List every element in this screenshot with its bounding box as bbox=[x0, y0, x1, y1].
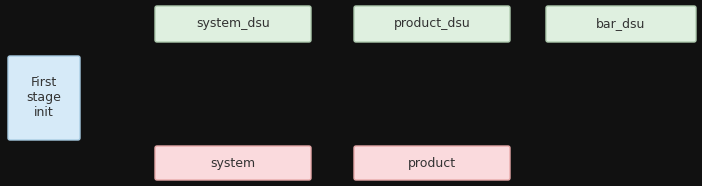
FancyBboxPatch shape bbox=[8, 56, 80, 140]
FancyBboxPatch shape bbox=[354, 6, 510, 42]
FancyBboxPatch shape bbox=[354, 146, 510, 180]
FancyBboxPatch shape bbox=[155, 146, 311, 180]
Text: system: system bbox=[211, 156, 256, 169]
Text: product: product bbox=[408, 156, 456, 169]
FancyBboxPatch shape bbox=[546, 6, 696, 42]
Text: First
stage
init: First stage init bbox=[27, 76, 62, 119]
FancyBboxPatch shape bbox=[155, 6, 311, 42]
Text: bar_dsu: bar_dsu bbox=[596, 17, 646, 31]
Text: product_dsu: product_dsu bbox=[394, 17, 470, 31]
Text: system_dsu: system_dsu bbox=[196, 17, 270, 31]
